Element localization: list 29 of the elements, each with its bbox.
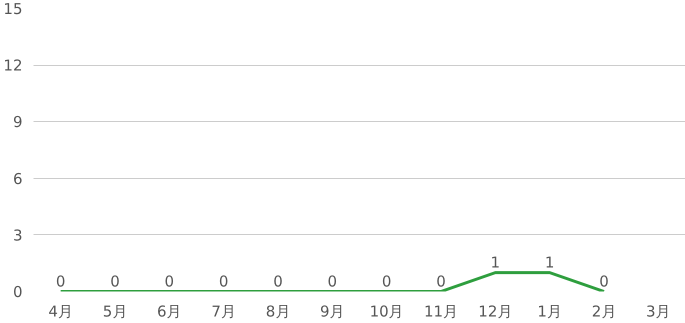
- data-label: 0: [218, 272, 228, 290]
- x-tick-label: 8月: [266, 302, 290, 320]
- data-label: 0: [599, 272, 609, 290]
- x-tick-label: 10月: [370, 302, 404, 320]
- data-label: 0: [328, 272, 338, 290]
- data-label: 1: [490, 254, 500, 272]
- y-tick-label: 9: [12, 113, 23, 132]
- y-tick-label: 12: [3, 56, 23, 75]
- x-tick-label: 11月: [424, 302, 458, 320]
- y-tick-label: 0: [12, 283, 23, 301]
- x-tick-label: 3月: [646, 302, 671, 320]
- y-tick-label: 6: [12, 170, 23, 188]
- x-tick-label: 2月: [592, 302, 616, 320]
- x-tick-label: 12月: [478, 302, 512, 320]
- x-tick-label: 7月: [211, 302, 236, 320]
- x-tick-label: 1月: [537, 302, 562, 320]
- x-tick-label: 9月: [320, 302, 345, 320]
- x-tick-label: 5月: [102, 302, 128, 320]
- x-tick-label: 4月: [48, 302, 73, 320]
- x-tick-label: 6月: [157, 302, 182, 320]
- data-label: 0: [382, 272, 392, 290]
- data-label: 1: [544, 254, 554, 272]
- y-tick-label: 15: [3, 0, 23, 18]
- data-label: 0: [436, 272, 446, 290]
- data-label: 0: [110, 272, 120, 290]
- data-label: 0: [273, 272, 283, 290]
- y-tick-label: 3: [12, 226, 23, 244]
- data-label: 0: [164, 272, 174, 290]
- data-label: 0: [56, 272, 66, 290]
